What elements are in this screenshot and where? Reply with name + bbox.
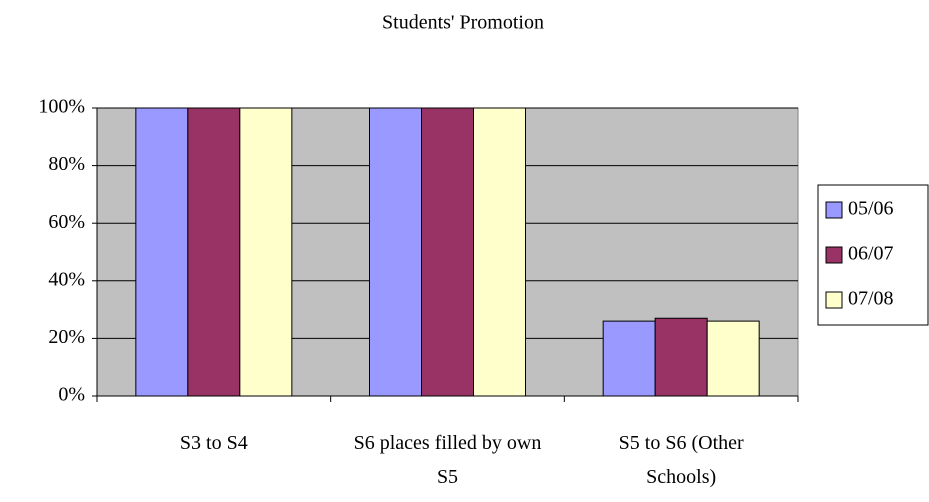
y-tick-label: 0% <box>58 384 85 406</box>
bar <box>135 107 189 397</box>
y-tick-label: 60% <box>48 211 85 233</box>
bar <box>369 107 422 397</box>
y-tick-label: 100% <box>38 96 85 118</box>
legend-swatch <box>825 291 843 309</box>
y-tick-label: 20% <box>48 326 85 348</box>
bar <box>473 107 526 397</box>
legend-label: 05/06 <box>848 198 894 220</box>
x-tick-label: S5 to S6 (Other Schools) <box>618 432 744 488</box>
legend-swatch <box>825 246 843 264</box>
x-tick-label: S6 places filled by own S5 <box>353 432 542 488</box>
bar <box>421 107 474 397</box>
bar <box>654 317 708 397</box>
bar <box>187 107 241 397</box>
y-tick-label: 40% <box>48 268 85 290</box>
y-tick-label: 80% <box>48 153 85 175</box>
legend-swatch <box>825 201 843 219</box>
x-tick-label: S3 to S4 <box>179 432 248 454</box>
chart-title: Students' Promotion <box>382 12 544 34</box>
legend-label: 07/08 <box>848 288 894 310</box>
bar <box>706 320 760 397</box>
bar <box>602 320 656 397</box>
legend-label: 06/07 <box>848 243 894 265</box>
bar <box>239 107 293 397</box>
